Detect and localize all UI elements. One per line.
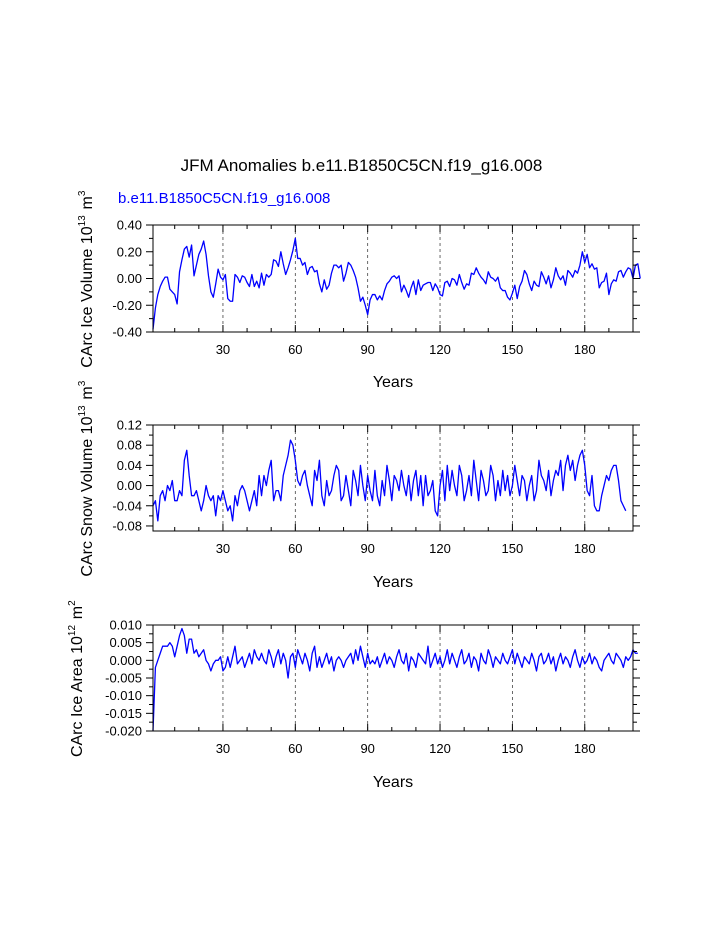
panel3-ytick-label-4: 0.000 <box>109 653 142 668</box>
panel2-ytick-label-1: -0.04 <box>112 498 142 513</box>
panel2-xtick-label-180: 180 <box>574 541 596 556</box>
panel3-ytick-label-5: 0.005 <box>109 635 142 650</box>
panel2-xtick-label-60: 60 <box>288 541 302 556</box>
panel2-ytick-label-5: 0.12 <box>117 418 142 433</box>
panel1-ytick-label-3: 0.20 <box>117 244 142 259</box>
panel1-ytick-label-1: -0.20 <box>112 298 142 313</box>
panel3-series-ice_area <box>152 627 638 732</box>
panel3-ytick-label-3: -0.005 <box>105 671 142 686</box>
panel1-ytick-label-4: 0.40 <box>117 218 142 233</box>
panel1-xlabel: Years <box>373 374 413 391</box>
panel1-xtick-label-30: 30 <box>216 342 230 357</box>
figure-subtitle: b.e11.B1850C5CN.f19_g16.008 <box>118 190 331 207</box>
panel2-ytick-label-3: 0.04 <box>117 458 142 473</box>
panel3-xtick-label-90: 90 <box>360 741 374 756</box>
panel1-ytick-label-0: -0.40 <box>112 325 142 340</box>
panel3-xtick-label-60: 60 <box>288 741 302 756</box>
panel2-xtick-label-30: 30 <box>216 541 230 556</box>
panel2-frame <box>152 424 634 532</box>
panel2-xlabel: Years <box>373 574 413 591</box>
figure-title: JFM Anomalies b.e11.B1850C5CN.f19_g16.00… <box>180 156 543 175</box>
panel1-xtick-label-60: 60 <box>288 342 302 357</box>
panel3-ytick-label-0: -0.020 <box>105 724 142 739</box>
panel3-xlabel: Years <box>373 774 413 791</box>
panel1-xtick-label-180: 180 <box>574 342 596 357</box>
panel3-xtick-label-30: 30 <box>216 741 230 756</box>
panel1-ylabel: CArc Ice Volume 1013 m3 <box>77 189 96 368</box>
panel2-ytick-label-4: 0.08 <box>117 438 142 453</box>
panel2-ytick-label-2: 0.00 <box>117 478 142 493</box>
panel1-ytick-label-2: 0.00 <box>117 271 142 286</box>
panel2-xtick-label-90: 90 <box>360 541 374 556</box>
panel3-xtick-label-150: 150 <box>502 741 524 756</box>
panel2-ylabel: CArc Snow Volume 1013 m3 <box>77 379 96 576</box>
panel2-series-snow_volume <box>152 439 627 522</box>
panel2-xtick-label-150: 150 <box>502 541 524 556</box>
panel1-xtick-label-120: 120 <box>429 342 451 357</box>
panel1-xtick-label-90: 90 <box>360 342 374 357</box>
panel3-ytick-label-6: 0.010 <box>109 618 142 633</box>
panel2-ytick-label-0: -0.08 <box>112 518 142 533</box>
panel3-ytick-label-2: -0.010 <box>105 688 142 703</box>
panel2-xtick-label-120: 120 <box>429 541 451 556</box>
panel3-xtick-label-120: 120 <box>429 741 451 756</box>
panel1-xtick-label-150: 150 <box>502 342 524 357</box>
panel1-series-ice_volume <box>152 237 641 330</box>
panel3-frame <box>152 624 634 732</box>
panel3-ytick-label-1: -0.015 <box>105 706 142 721</box>
panel3-ylabel: CArc Ice Area 1012 m2 <box>67 599 86 757</box>
panel3-xtick-label-180: 180 <box>574 741 596 756</box>
